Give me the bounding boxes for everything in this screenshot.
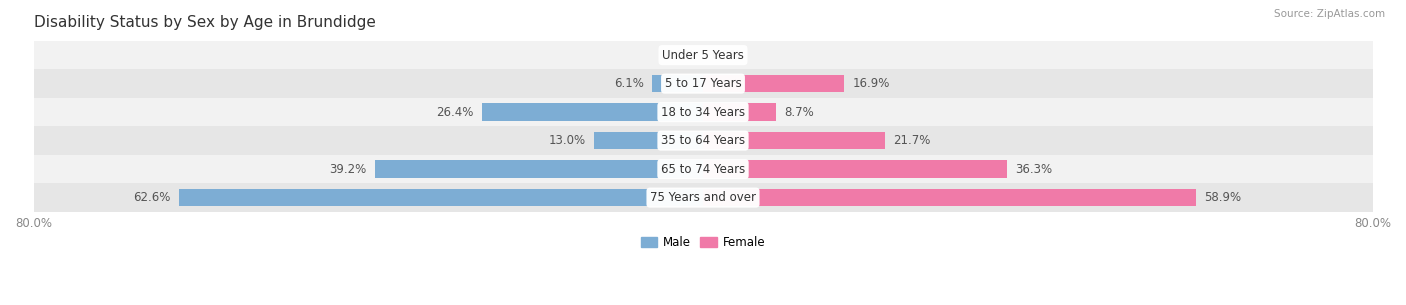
Bar	[34, 126, 1372, 155]
Bar	[34, 98, 1372, 126]
Bar	[703, 160, 1007, 178]
Bar	[703, 75, 845, 92]
Text: 58.9%: 58.9%	[1205, 191, 1241, 204]
Text: 0.0%: 0.0%	[665, 48, 695, 62]
Text: 36.3%: 36.3%	[1015, 163, 1052, 176]
Bar	[652, 75, 703, 92]
Text: 8.7%: 8.7%	[785, 106, 814, 119]
Bar	[34, 155, 1372, 183]
Text: 21.7%: 21.7%	[893, 134, 931, 147]
Bar	[179, 189, 703, 206]
Bar	[34, 183, 1372, 212]
Text: 39.2%: 39.2%	[329, 163, 367, 176]
Bar	[595, 132, 703, 149]
Text: 5 to 17 Years: 5 to 17 Years	[665, 77, 741, 90]
Bar	[703, 132, 884, 149]
Bar	[375, 160, 703, 178]
Text: 75 Years and over: 75 Years and over	[650, 191, 756, 204]
Text: Source: ZipAtlas.com: Source: ZipAtlas.com	[1274, 9, 1385, 19]
Text: 6.1%: 6.1%	[613, 77, 644, 90]
Text: 65 to 74 Years: 65 to 74 Years	[661, 163, 745, 176]
Legend: Male, Female: Male, Female	[636, 231, 770, 254]
Text: 62.6%: 62.6%	[134, 191, 170, 204]
Bar	[34, 41, 1372, 69]
Text: Disability Status by Sex by Age in Brundidge: Disability Status by Sex by Age in Brund…	[34, 15, 375, 30]
Bar	[703, 103, 776, 121]
Text: 13.0%: 13.0%	[548, 134, 586, 147]
Text: 26.4%: 26.4%	[436, 106, 474, 119]
Bar	[703, 189, 1197, 206]
Text: 0.0%: 0.0%	[711, 48, 741, 62]
Text: Under 5 Years: Under 5 Years	[662, 48, 744, 62]
Bar	[482, 103, 703, 121]
Bar	[34, 69, 1372, 98]
Text: 16.9%: 16.9%	[853, 77, 890, 90]
Text: 18 to 34 Years: 18 to 34 Years	[661, 106, 745, 119]
Text: 35 to 64 Years: 35 to 64 Years	[661, 134, 745, 147]
